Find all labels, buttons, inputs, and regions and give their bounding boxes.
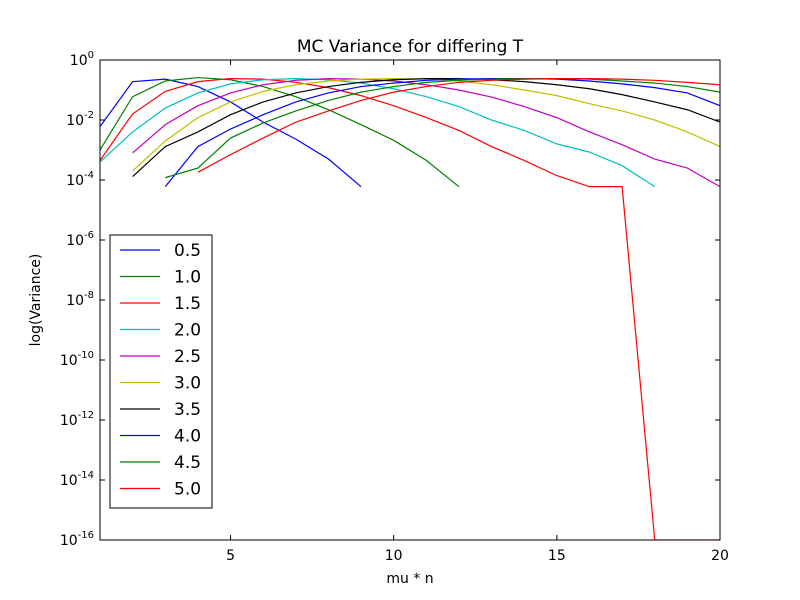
y-tick-label: 10-8 bbox=[66, 290, 94, 309]
x-tick-label: 15 bbox=[548, 548, 566, 564]
legend-label: 2.0 bbox=[174, 321, 201, 341]
y-tick-label: 10-4 bbox=[66, 170, 94, 189]
x-tick-label: 10 bbox=[385, 548, 403, 564]
series-line-2.5 bbox=[132, 77, 720, 188]
y-axis-label: log(Variance) bbox=[28, 254, 44, 347]
legend-label: 3.0 bbox=[174, 374, 201, 394]
y-tick-label: 10-16 bbox=[60, 530, 94, 549]
series-line-2.0 bbox=[100, 77, 656, 188]
legend-label: 4.0 bbox=[174, 427, 201, 447]
y-tick-label: 10-10 bbox=[60, 350, 94, 369]
plot-frame bbox=[99, 59, 721, 541]
y-tick-label: 100 bbox=[70, 50, 94, 69]
series-line-1.5 bbox=[100, 77, 720, 540]
plot-area bbox=[100, 76, 720, 540]
series-line-4.0 bbox=[164, 77, 720, 188]
y-tick-label: 10-14 bbox=[60, 470, 94, 489]
legend-label: 5.0 bbox=[174, 480, 201, 500]
series-line-1.0 bbox=[100, 76, 460, 188]
series-line-4.5 bbox=[165, 77, 720, 179]
legend-label: 2.5 bbox=[174, 347, 201, 367]
y-tick-label: 10-12 bbox=[60, 410, 94, 429]
x-tick-label: 5 bbox=[226, 548, 235, 564]
legend: 0.5 1.0 1.5 2.0 2.5 3.0 3.5 4.0 4.5 5.0 bbox=[109, 234, 213, 509]
legend-label: 0.5 bbox=[174, 241, 201, 261]
y-tick-label: 10-2 bbox=[66, 110, 94, 129]
chart-title: MC Variance for differing T bbox=[297, 37, 524, 57]
legend-label: 4.5 bbox=[174, 453, 201, 473]
series-line-5.0 bbox=[197, 77, 720, 173]
legend-label: 1.5 bbox=[174, 294, 201, 314]
x-axis-label: mu * n bbox=[386, 571, 433, 587]
legend-label: 3.5 bbox=[174, 400, 201, 420]
y-tick-label: 10-6 bbox=[66, 230, 94, 249]
x-tick-label: 20 bbox=[711, 548, 729, 564]
legend-label: 1.0 bbox=[174, 268, 201, 288]
series-line-3.5 bbox=[132, 77, 720, 178]
